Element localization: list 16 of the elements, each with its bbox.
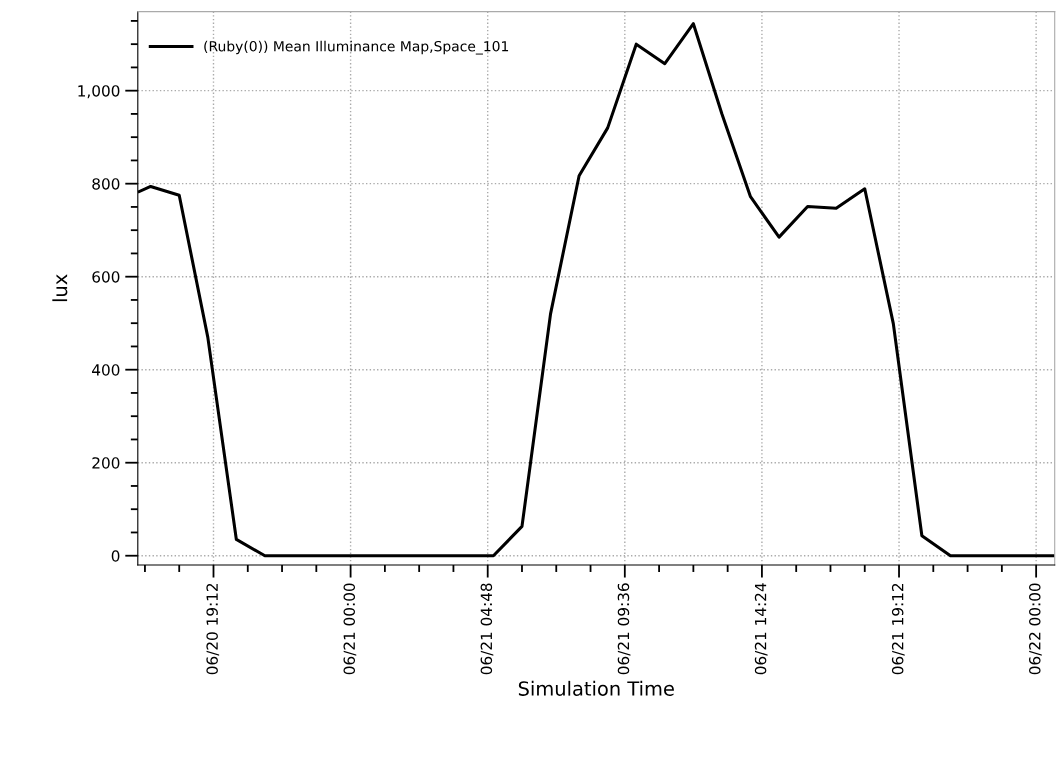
x-tick-label: 06/21 09:36 xyxy=(617,583,631,675)
x-tick-label: 06/20 19:12 xyxy=(206,583,220,675)
x-tick-label: 06/22 00:00 xyxy=(1029,583,1042,675)
x-tick-label: 06/21 14:24 xyxy=(754,583,768,675)
y-tick-label: 0 xyxy=(111,550,120,562)
y-axis-title: lux xyxy=(52,274,68,302)
y-tick-label: 400 xyxy=(92,364,120,376)
x-tick-label: 06/21 04:48 xyxy=(480,583,494,675)
y-tick-label: 1,000 xyxy=(78,85,120,99)
x-tick-label: 06/21 00:00 xyxy=(343,583,357,675)
x-axis-title: Simulation Time xyxy=(518,680,674,696)
y-tick-label: 200 xyxy=(92,457,120,469)
y-tick-label: 600 xyxy=(92,271,120,283)
x-tick-label: 06/21 19:12 xyxy=(891,583,905,675)
legend-label: (Ruby(0)) Mean Illuminance Map,Space_101 xyxy=(204,40,509,55)
y-tick-label: 800 xyxy=(92,178,120,190)
